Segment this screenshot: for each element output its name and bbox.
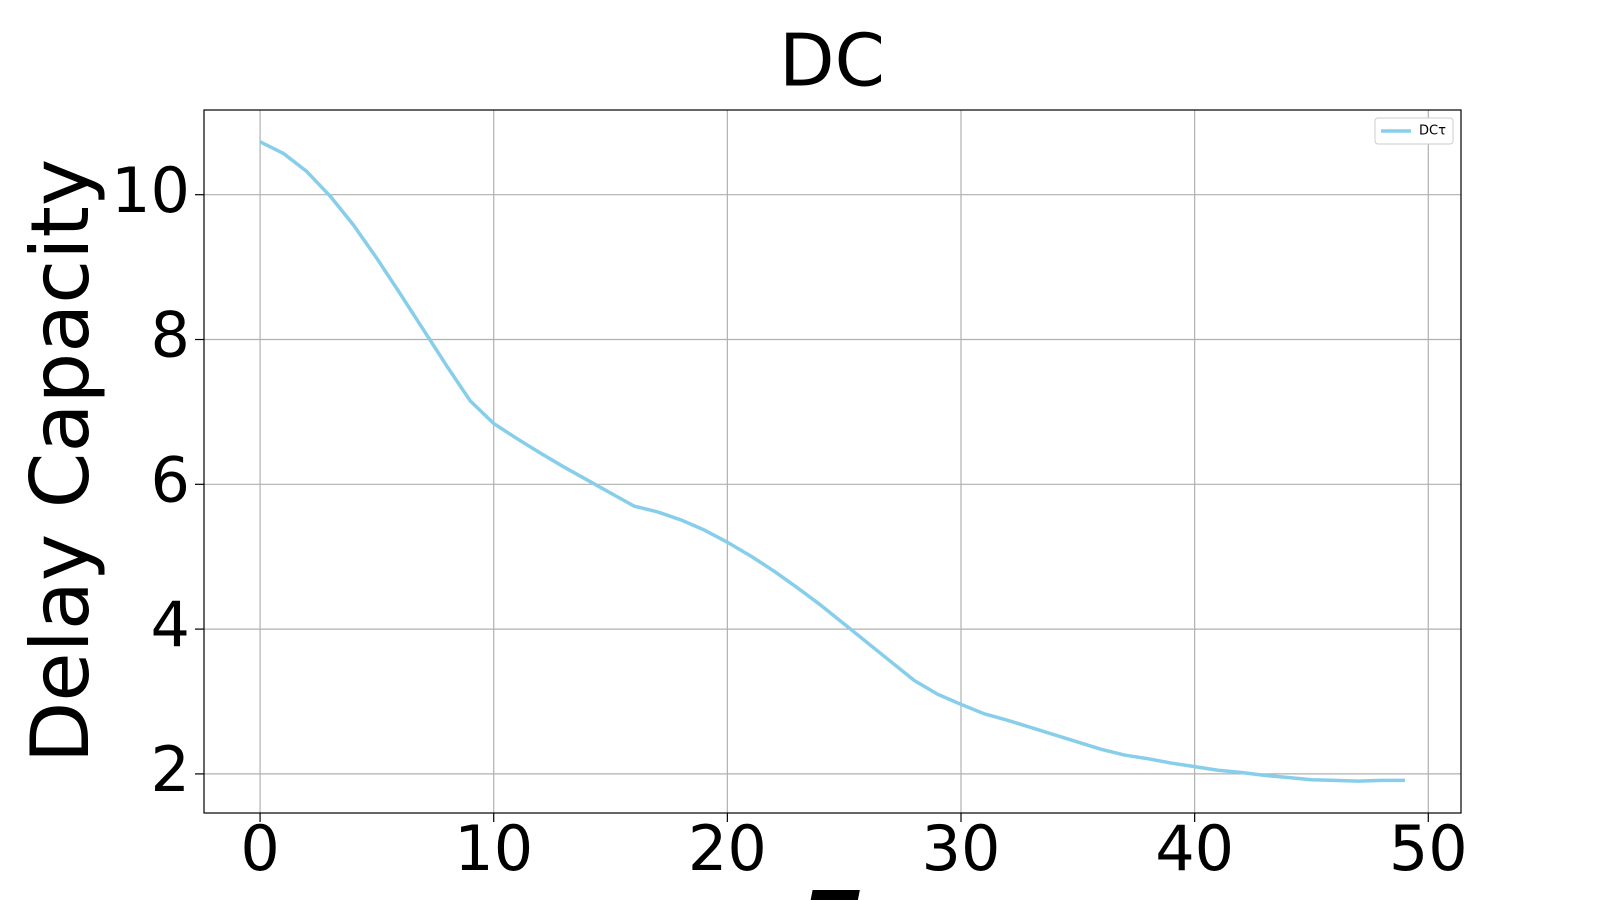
legend-label: DCτ [1419,124,1446,139]
x-tick-label: 50 [1389,812,1468,885]
data-line [259,140,1405,783]
legend-box [1374,117,1454,145]
x-tick-label: 30 [922,812,1001,885]
x-tick-label: 40 [1155,812,1234,885]
x-axis-label: τ [806,860,860,900]
x-tick-label: 0 [240,812,279,885]
y-tick-label: 8 [151,299,190,372]
plot-frame [203,109,1462,814]
y-tick-label: 6 [151,443,190,516]
x-tick-label: 10 [454,812,533,885]
chart-title: DC [779,19,885,103]
y-tick-label: 2 [151,733,190,806]
x-tick-label: 20 [688,812,767,885]
y-axis-label: Delay Capacity [14,159,107,763]
y-tick-label: 10 [111,154,190,227]
y-tick-label: 4 [151,588,190,661]
